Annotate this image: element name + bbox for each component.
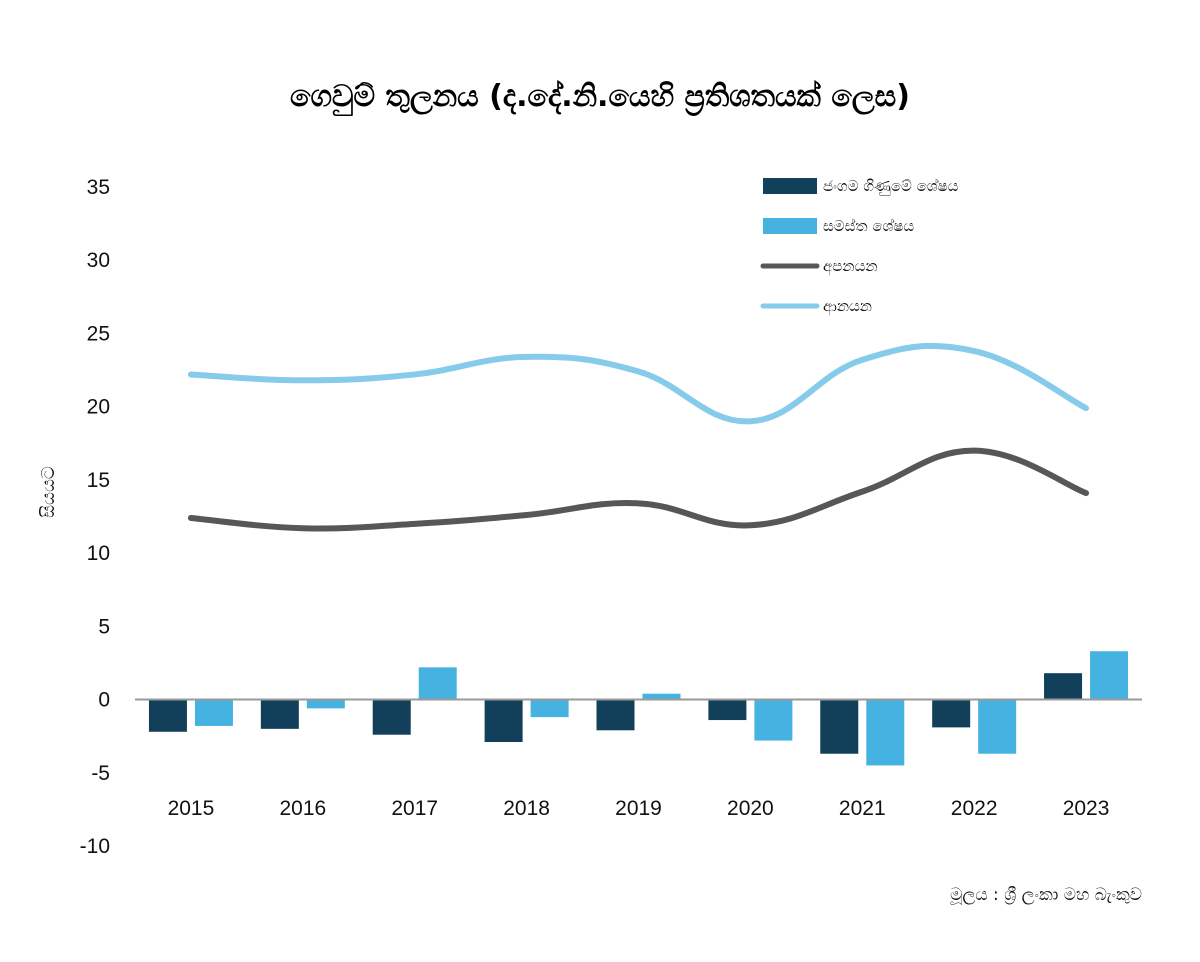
x-tick-label: 2019 bbox=[615, 797, 662, 820]
bar bbox=[372, 699, 411, 735]
y-axis-label: සියයට bbox=[38, 466, 59, 518]
x-tick-label: 2015 bbox=[168, 797, 215, 820]
bar bbox=[418, 667, 457, 700]
bar bbox=[932, 699, 971, 728]
chart-title: ගෙවුම් තුලනය (ද.දේ.නි.යෙහි ප්‍රතිශතයක් ල… bbox=[290, 79, 910, 117]
legend-label: ආනයන bbox=[823, 297, 872, 316]
legend-swatch bbox=[763, 178, 817, 194]
bar-series bbox=[148, 651, 1129, 766]
bar bbox=[1090, 651, 1129, 700]
legend-label: සමස්ත ශේෂය bbox=[823, 217, 914, 235]
x-axis-ticks: 2015 2016 2017 2018 2019 2020 2021 2022 2023 bbox=[168, 797, 1110, 820]
x-tick-label: 2020 bbox=[727, 797, 774, 820]
y-tick-label: 35 bbox=[87, 176, 110, 199]
bar bbox=[754, 699, 793, 741]
y-tick-label: 20 bbox=[87, 396, 110, 419]
bar bbox=[530, 699, 569, 718]
bar bbox=[194, 699, 233, 726]
legend-label: ජංගම ගිණුමේ ශේෂය bbox=[823, 177, 959, 196]
legend-swatch bbox=[763, 218, 817, 234]
bar bbox=[708, 699, 747, 721]
y-tick-label: 10 bbox=[87, 542, 110, 565]
bar bbox=[642, 693, 681, 700]
bar bbox=[484, 699, 523, 743]
series-line bbox=[187, 447, 1090, 532]
line-series bbox=[187, 342, 1090, 532]
y-tick-label: 5 bbox=[98, 615, 110, 638]
bar bbox=[820, 699, 859, 754]
series-line bbox=[187, 342, 1090, 425]
bar bbox=[978, 699, 1017, 754]
y-tick-label: 0 bbox=[98, 689, 110, 712]
y-tick-label: 15 bbox=[87, 469, 110, 492]
legend: ජංගම ගිණුමේ ශේෂය සමස්ත ශේෂය අපනයන ආනයන bbox=[760, 177, 959, 316]
bar bbox=[1044, 673, 1083, 700]
x-tick-label: 2016 bbox=[279, 797, 326, 820]
x-tick-label: 2021 bbox=[839, 797, 886, 820]
bar bbox=[148, 699, 187, 732]
y-tick-label: -10 bbox=[80, 835, 110, 858]
x-tick-label: 2022 bbox=[951, 797, 998, 820]
source-note: මූලය : ශ්‍රී ලංකා මහ බැංකුව bbox=[950, 885, 1142, 905]
bar bbox=[306, 699, 345, 709]
bar bbox=[866, 699, 905, 766]
bar bbox=[260, 699, 299, 729]
x-tick-label: 2017 bbox=[391, 797, 438, 820]
y-tick-label: 25 bbox=[87, 322, 110, 345]
x-tick-label: 2023 bbox=[1063, 797, 1110, 820]
y-tick-label: 30 bbox=[87, 249, 110, 272]
y-tick-label: -5 bbox=[91, 762, 110, 785]
x-tick-label: 2018 bbox=[503, 797, 550, 820]
y-axis-ticks: 35 30 25 20 15 10 5 0 -5 -10 bbox=[80, 176, 110, 858]
bar bbox=[596, 699, 635, 731]
legend-label: අපනයන bbox=[823, 257, 878, 276]
